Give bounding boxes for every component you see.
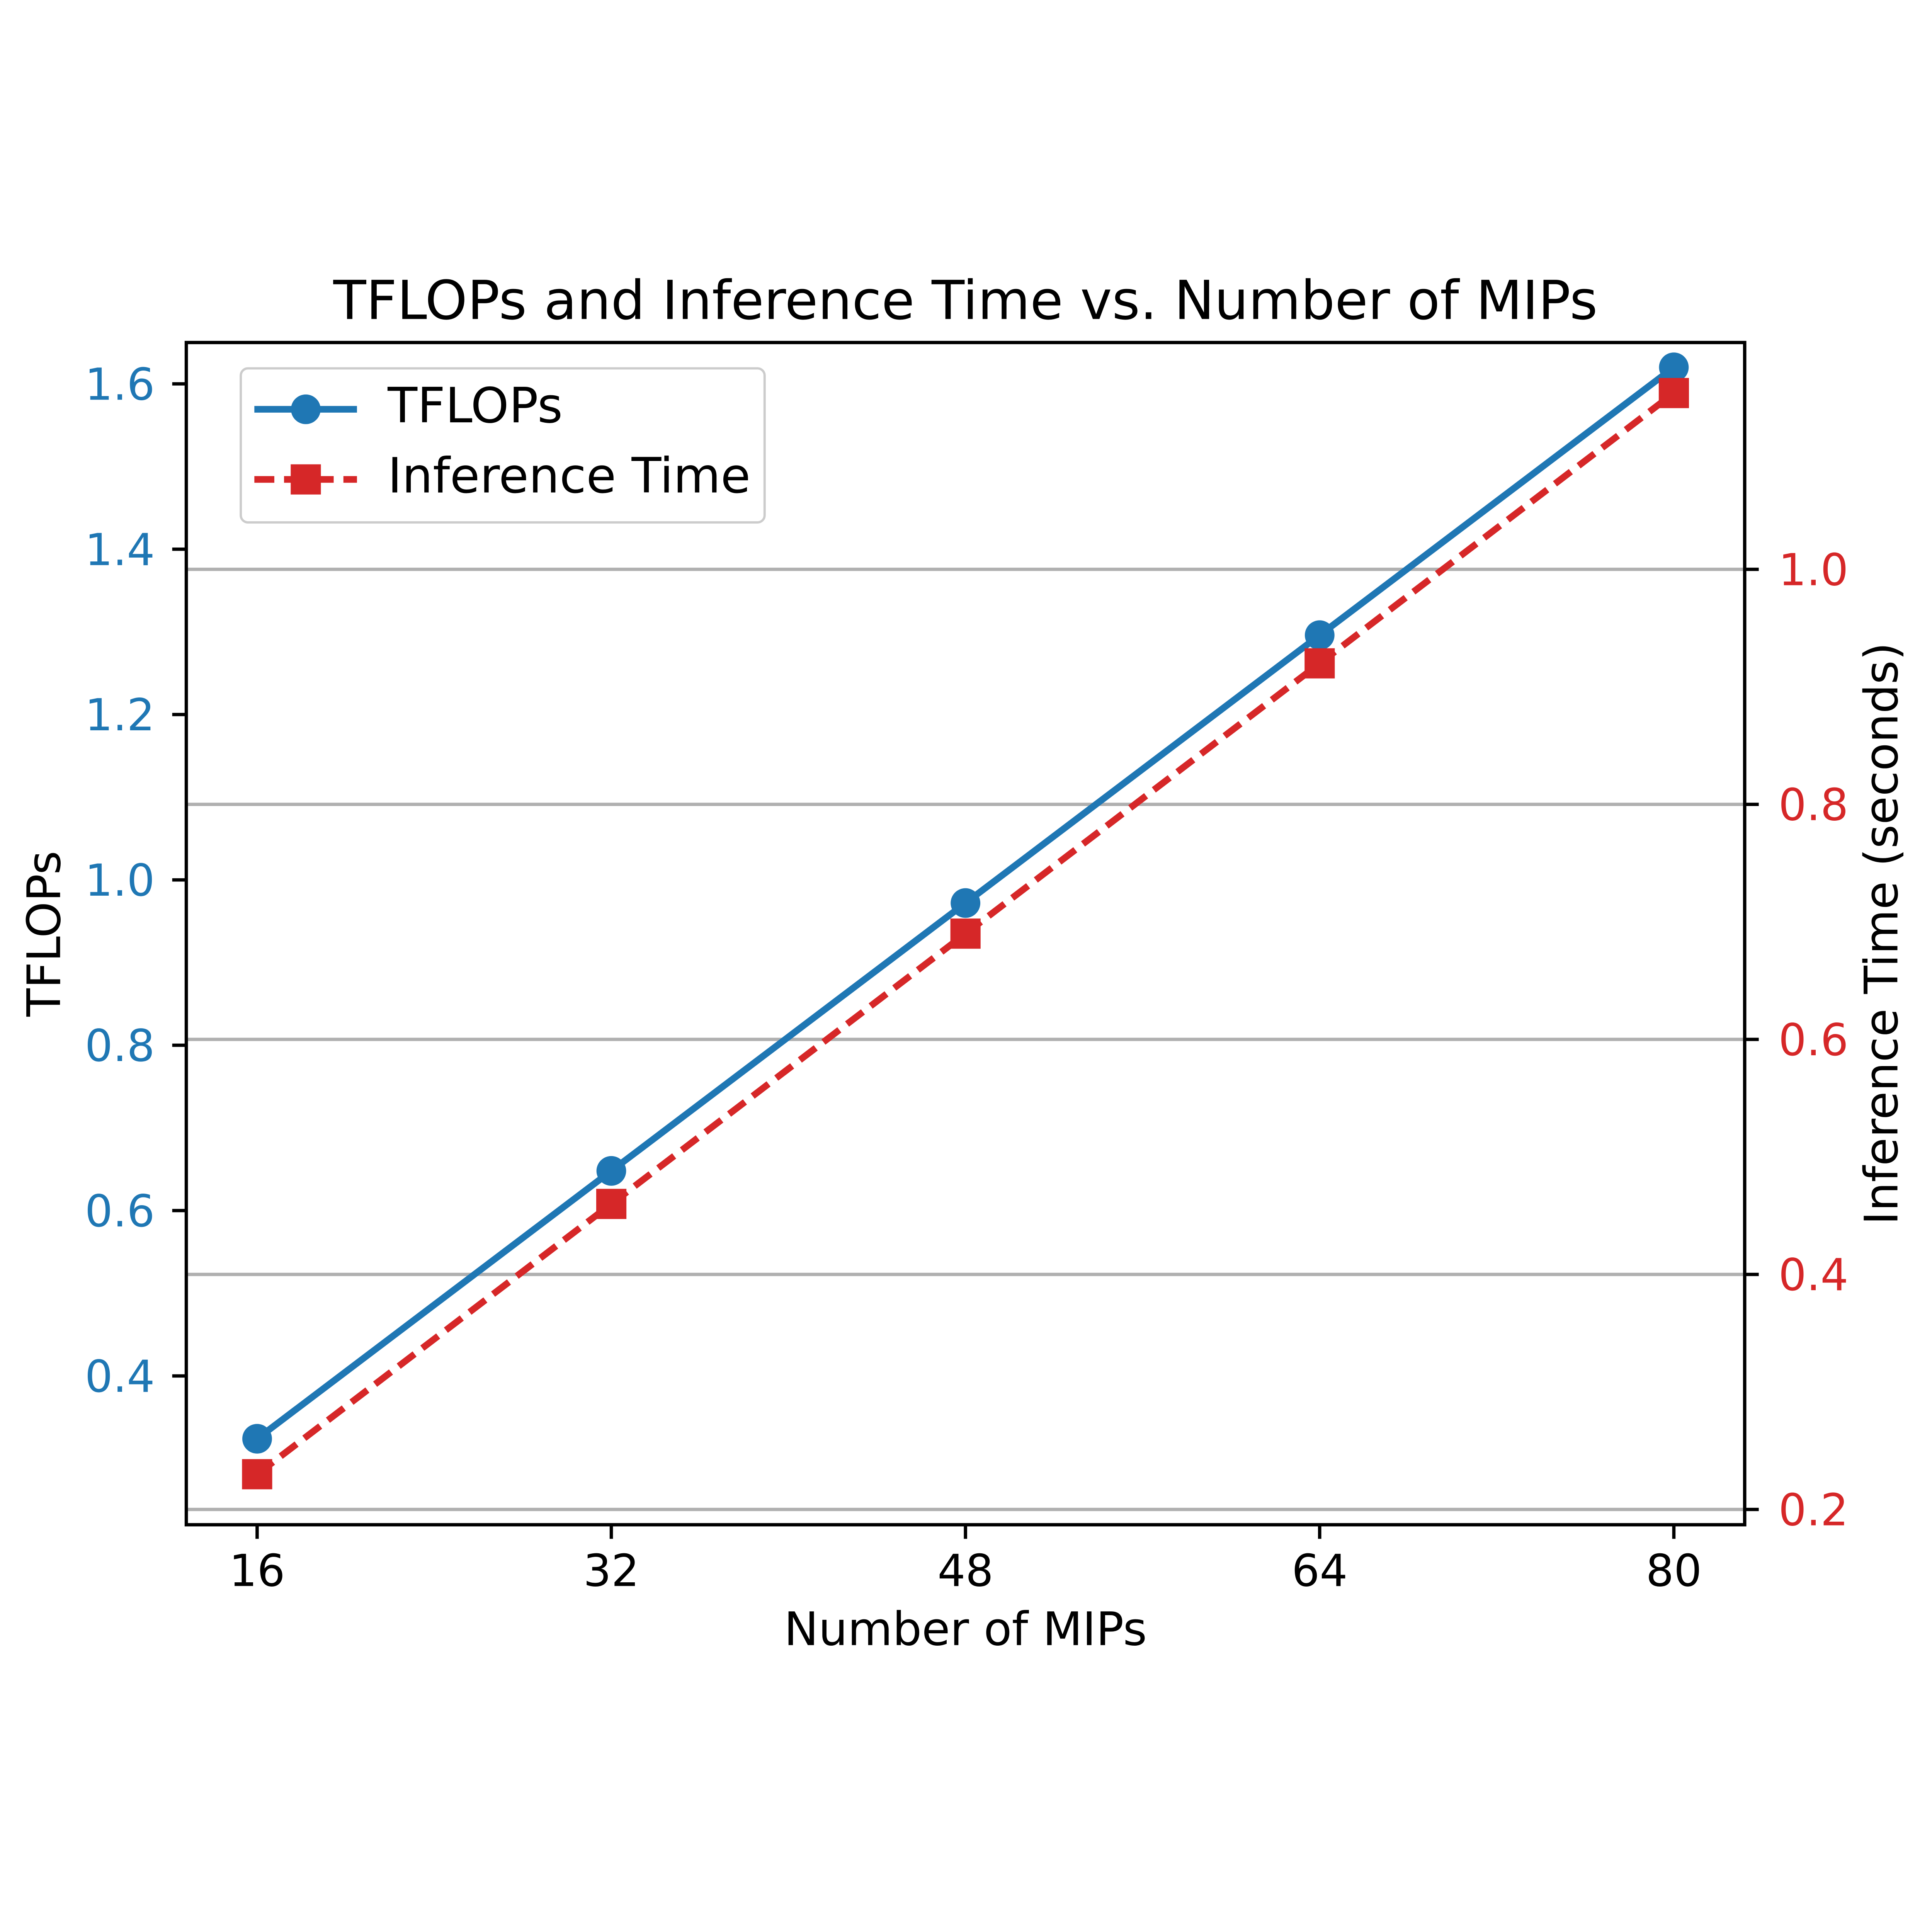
left-y-axis-ticks: 0.4 0.6 0.8 1.0 1.2 1.4 1.6 [85,359,187,1402]
data-point-square [596,1189,627,1219]
series-inference-time [242,378,1689,1490]
right-tick-label: 0.4 [1779,1249,1849,1301]
x-tick-label: 80 [1646,1545,1702,1596]
left-tick-label: 0.6 [85,1185,155,1237]
legend-label: TFLOPs [387,377,563,434]
right-tick-label: 0.2 [1779,1484,1849,1536]
left-tick-label: 1.0 [85,855,155,906]
legend-circle-marker [291,394,321,424]
data-point-square [950,918,981,949]
x-tick-label: 32 [583,1545,639,1596]
series-group [242,352,1689,1490]
left-tick-label: 0.4 [85,1351,155,1402]
data-point-square [1658,378,1689,408]
left-y-axis-label: TFLOPs [18,851,71,1017]
legend-square-marker [291,464,321,495]
x-tick-label: 16 [229,1545,285,1596]
right-tick-label: 0.8 [1779,779,1849,831]
chart-title: TFLOPs and Inference Time vs. Number of … [333,269,1598,332]
left-tick-label: 1.4 [85,524,155,575]
legend-label: Inference Time [388,447,750,504]
gridlines [186,568,1745,1511]
right-tick-label: 0.6 [1779,1014,1849,1066]
data-point-circle [242,1424,272,1454]
data-point-square [242,1459,272,1490]
left-tick-label: 1.6 [85,359,155,410]
data-point-square [1304,648,1335,679]
right-y-axis-label: Inference Time (seconds) [1855,642,1909,1225]
x-tick-label: 48 [937,1545,993,1596]
legend-item-inference-time: Inference Time [254,447,750,504]
x-axis-ticks: 16 32 48 64 80 [229,1525,1702,1596]
x-axis-label: Number of MIPs [784,1602,1147,1656]
right-tick-label: 1.0 [1779,544,1849,595]
left-tick-label: 0.8 [85,1020,155,1071]
x-tick-label: 64 [1292,1545,1348,1596]
left-tick-label: 1.2 [85,689,155,741]
data-point-circle [951,888,981,918]
legend-item-tflops: TFLOPs [254,377,563,434]
data-point-circle [596,1156,626,1186]
right-y-axis-ticks: 0.2 0.4 0.6 0.8 1.0 [1745,544,1849,1536]
legend-box [240,367,766,524]
series-tflops [242,352,1689,1454]
data-point-circle [1659,352,1689,383]
data-point-circle [1304,620,1335,650]
legend: TFLOPs Inference Time [240,367,766,524]
